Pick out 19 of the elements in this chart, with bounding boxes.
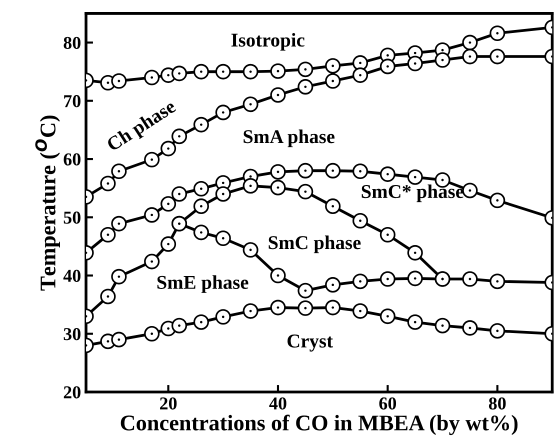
- y-tick-label: 80: [64, 36, 80, 49]
- y-tick-label: 30: [64, 328, 80, 340]
- annotation: Cryst: [288, 334, 333, 352]
- annotation: SmA phase: [244, 130, 335, 148]
- annotation: SmC* phase: [362, 184, 464, 202]
- y-tick-label: 50: [64, 212, 80, 224]
- x-tick-label: 80: [488, 397, 506, 410]
- y-tick-label: 60: [64, 153, 80, 166]
- y-tick-label: 40: [63, 270, 80, 282]
- x-tick-label: 40: [269, 397, 286, 410]
- annotation: SmE phase: [157, 275, 248, 293]
- x-axis-title: Concentrations of CO in MBEA (by wt%): [120, 414, 518, 436]
- annotation: Isotropic: [231, 33, 304, 51]
- x-tick-label: 20: [160, 397, 177, 410]
- y-tick-label: 70: [64, 95, 80, 108]
- x-tick-label: 60: [379, 397, 396, 410]
- y-tick-label: 20: [64, 386, 80, 398]
- y-axis-title: Temperature ($^{O}$C): [35, 116, 60, 291]
- annotation: SmC phase: [268, 236, 361, 254]
